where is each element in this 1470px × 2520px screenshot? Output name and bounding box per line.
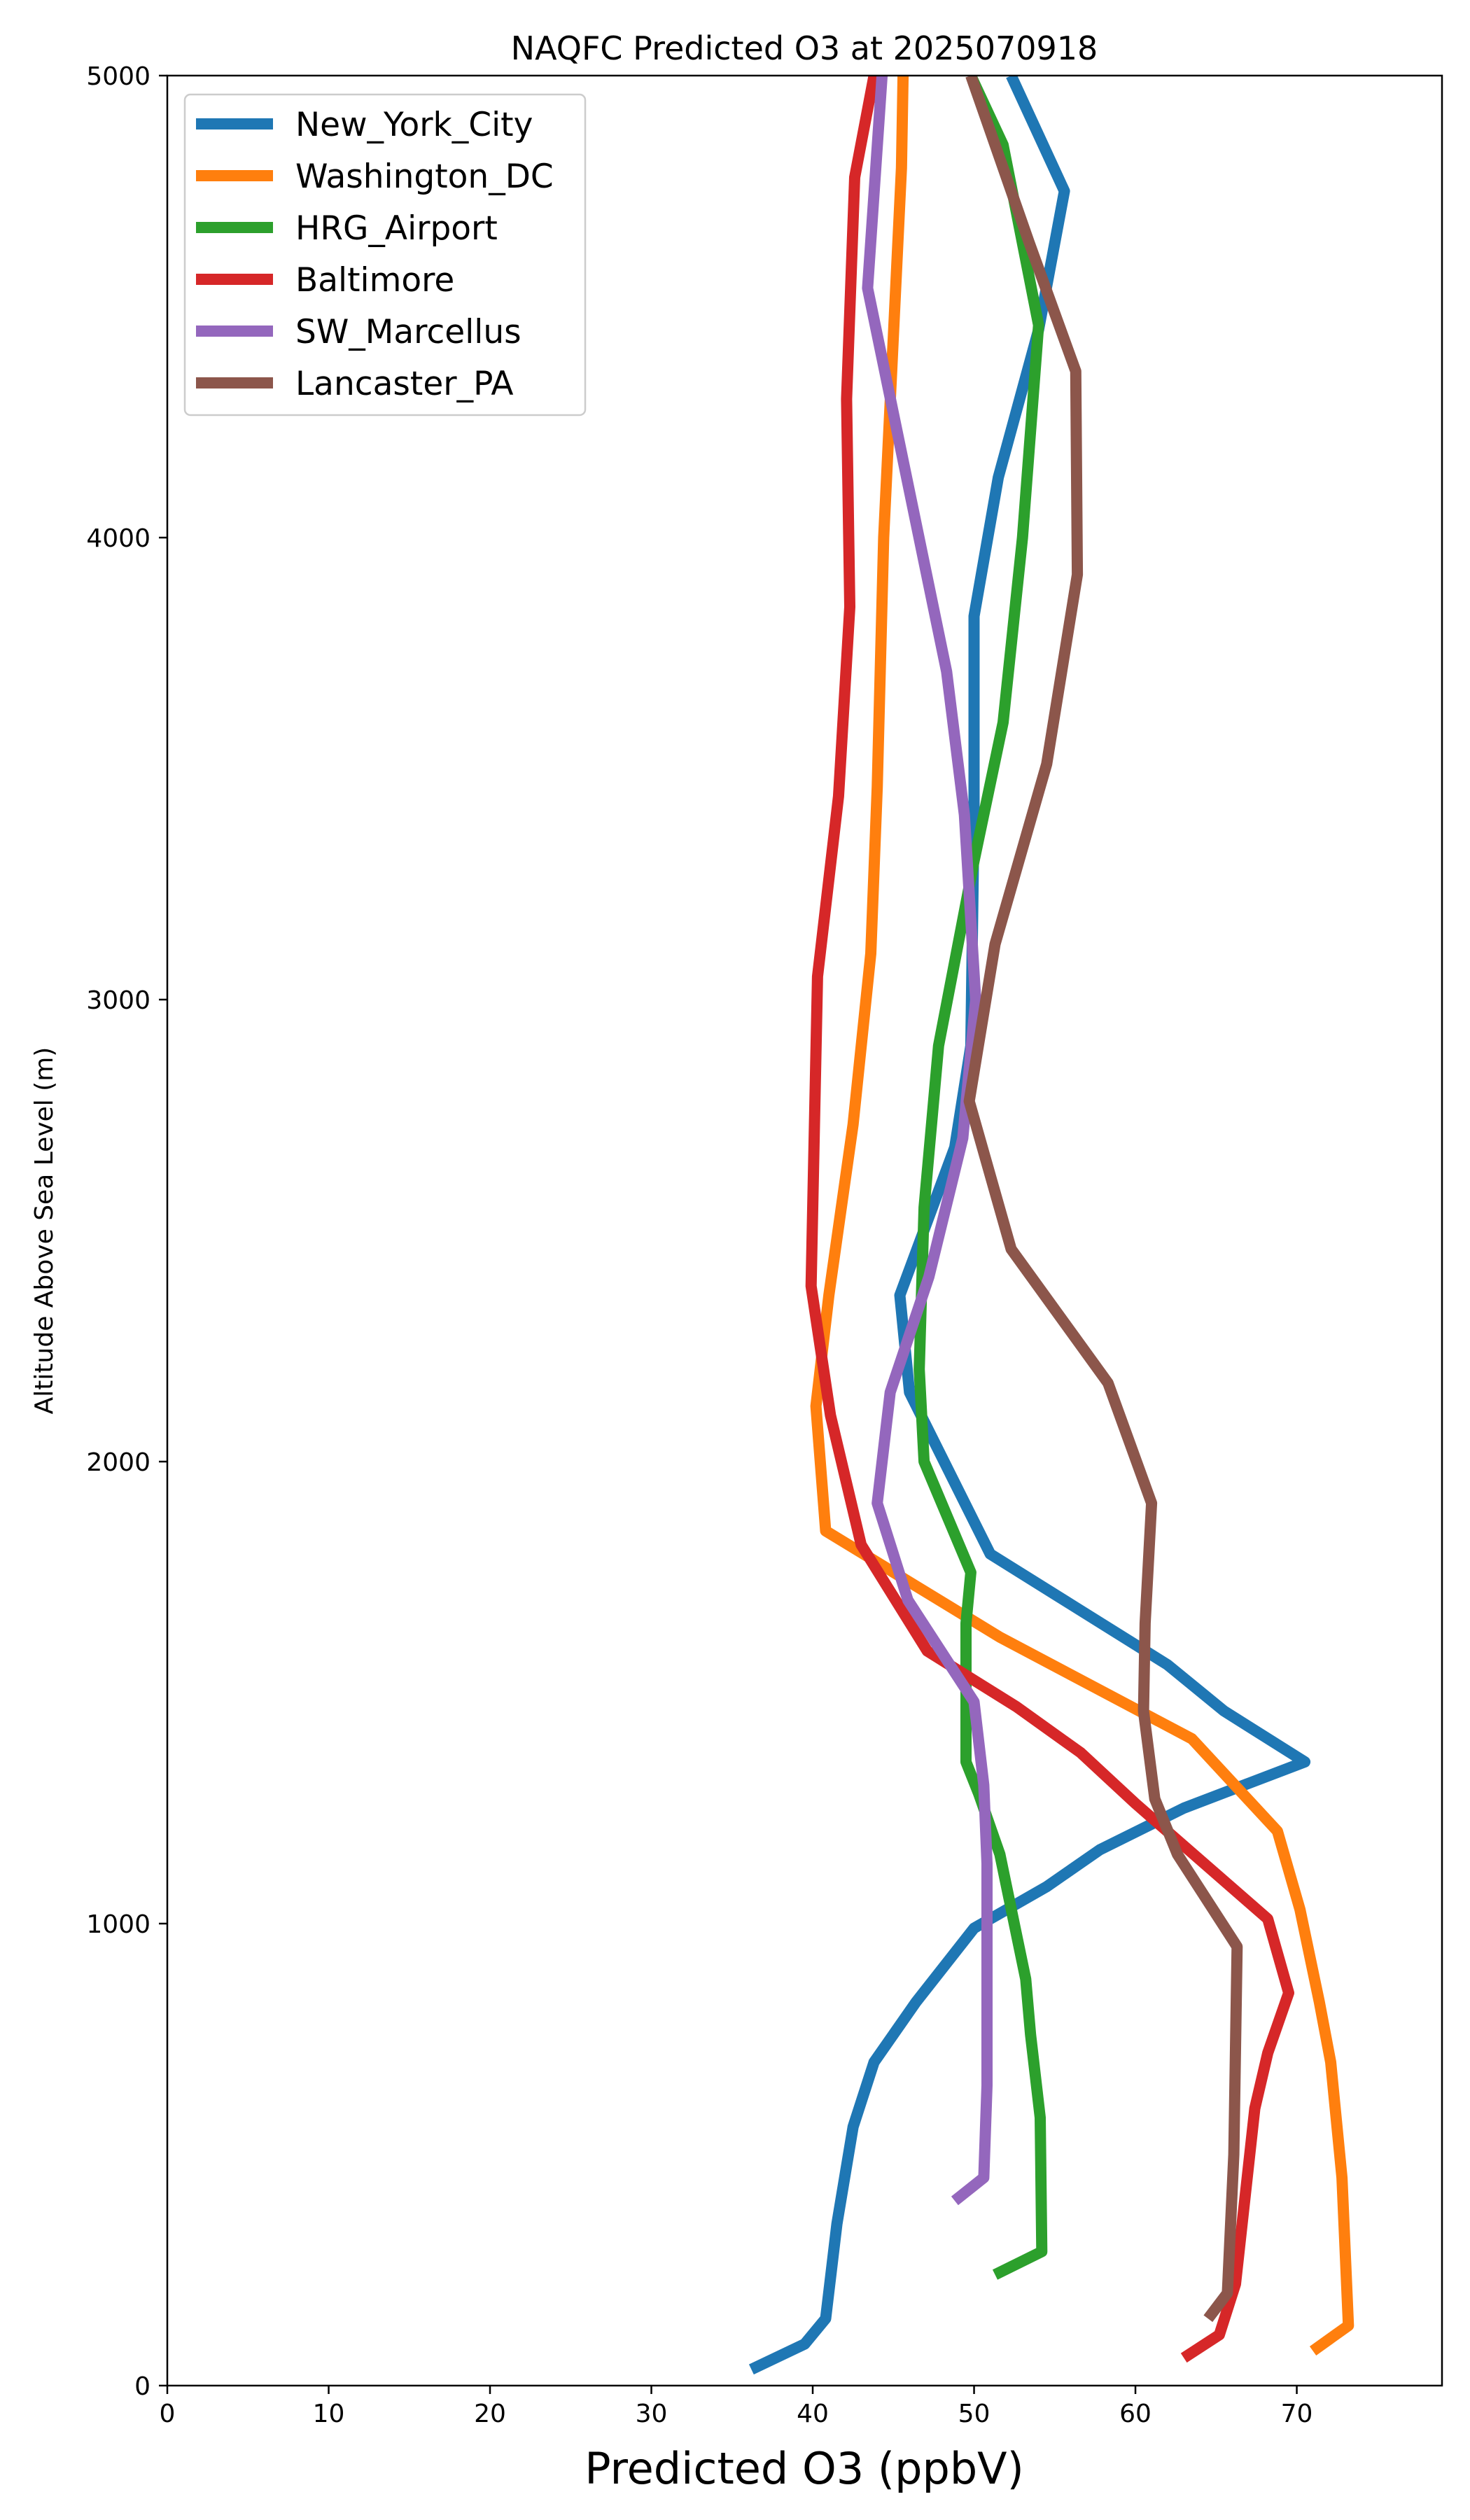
series-layer	[748, 76, 1354, 2375]
y-tick-label: 0	[134, 2372, 150, 2401]
x-axis-ticks: 0 10 20 30 40 50 60 70	[160, 2386, 1313, 2428]
y-axis-ticks: 0 1000 2000 3000 4000 5000	[86, 62, 167, 2401]
series-line-SW_Marcellus	[862, 76, 993, 2206]
legend-entry-label: SW_Marcellus	[295, 313, 522, 351]
x-axis-label: Predicted O3 (ppbV)	[584, 2443, 1024, 2494]
plot-frame	[166, 74, 1443, 2387]
y-tick-label: 1000	[86, 1910, 150, 1939]
legend: New_York_City Washington_DC HRG_Airport Bal…	[183, 93, 587, 416]
x-tick-label: 60	[1119, 2400, 1152, 2428]
chart-title: NAQFC Predicted O3 at 2025070918	[511, 29, 1098, 67]
series-line-Washington_DC	[810, 76, 1354, 2356]
x-tick-label: 50	[958, 2400, 990, 2428]
legend-entry-label: Washington_DC	[295, 158, 554, 196]
y-tick-label: 3000	[86, 986, 150, 1015]
y-tick-label: 5000	[86, 62, 150, 91]
legend-entry-label: Lancaster_PA	[295, 365, 514, 403]
series-line-Lancaster_PA	[963, 76, 1243, 2323]
legend-entry-label: Baltimore	[295, 261, 454, 300]
series-line-New_York_City	[748, 76, 1311, 2375]
x-tick-label: 20	[474, 2400, 506, 2428]
x-tick-label: 10	[313, 2400, 345, 2428]
legend-box	[183, 93, 587, 416]
x-tick-label: 0	[160, 2400, 176, 2428]
x-tick-label: 70	[1281, 2400, 1313, 2428]
y-tick-label: 4000	[86, 524, 150, 553]
x-tick-label: 30	[636, 2400, 668, 2428]
x-tick-label: 40	[797, 2400, 829, 2428]
series-line-HRG_Airport	[913, 76, 1048, 2280]
y-axis-label: Altitude Above Sea Level (m)	[30, 1047, 59, 1415]
y-tick-label: 2000	[86, 1448, 150, 1477]
legend-entry-label: New_York_City	[295, 106, 533, 144]
series-line-Baltimore	[805, 76, 1294, 2363]
legend-entry-label: HRG_Airport	[295, 209, 498, 248]
